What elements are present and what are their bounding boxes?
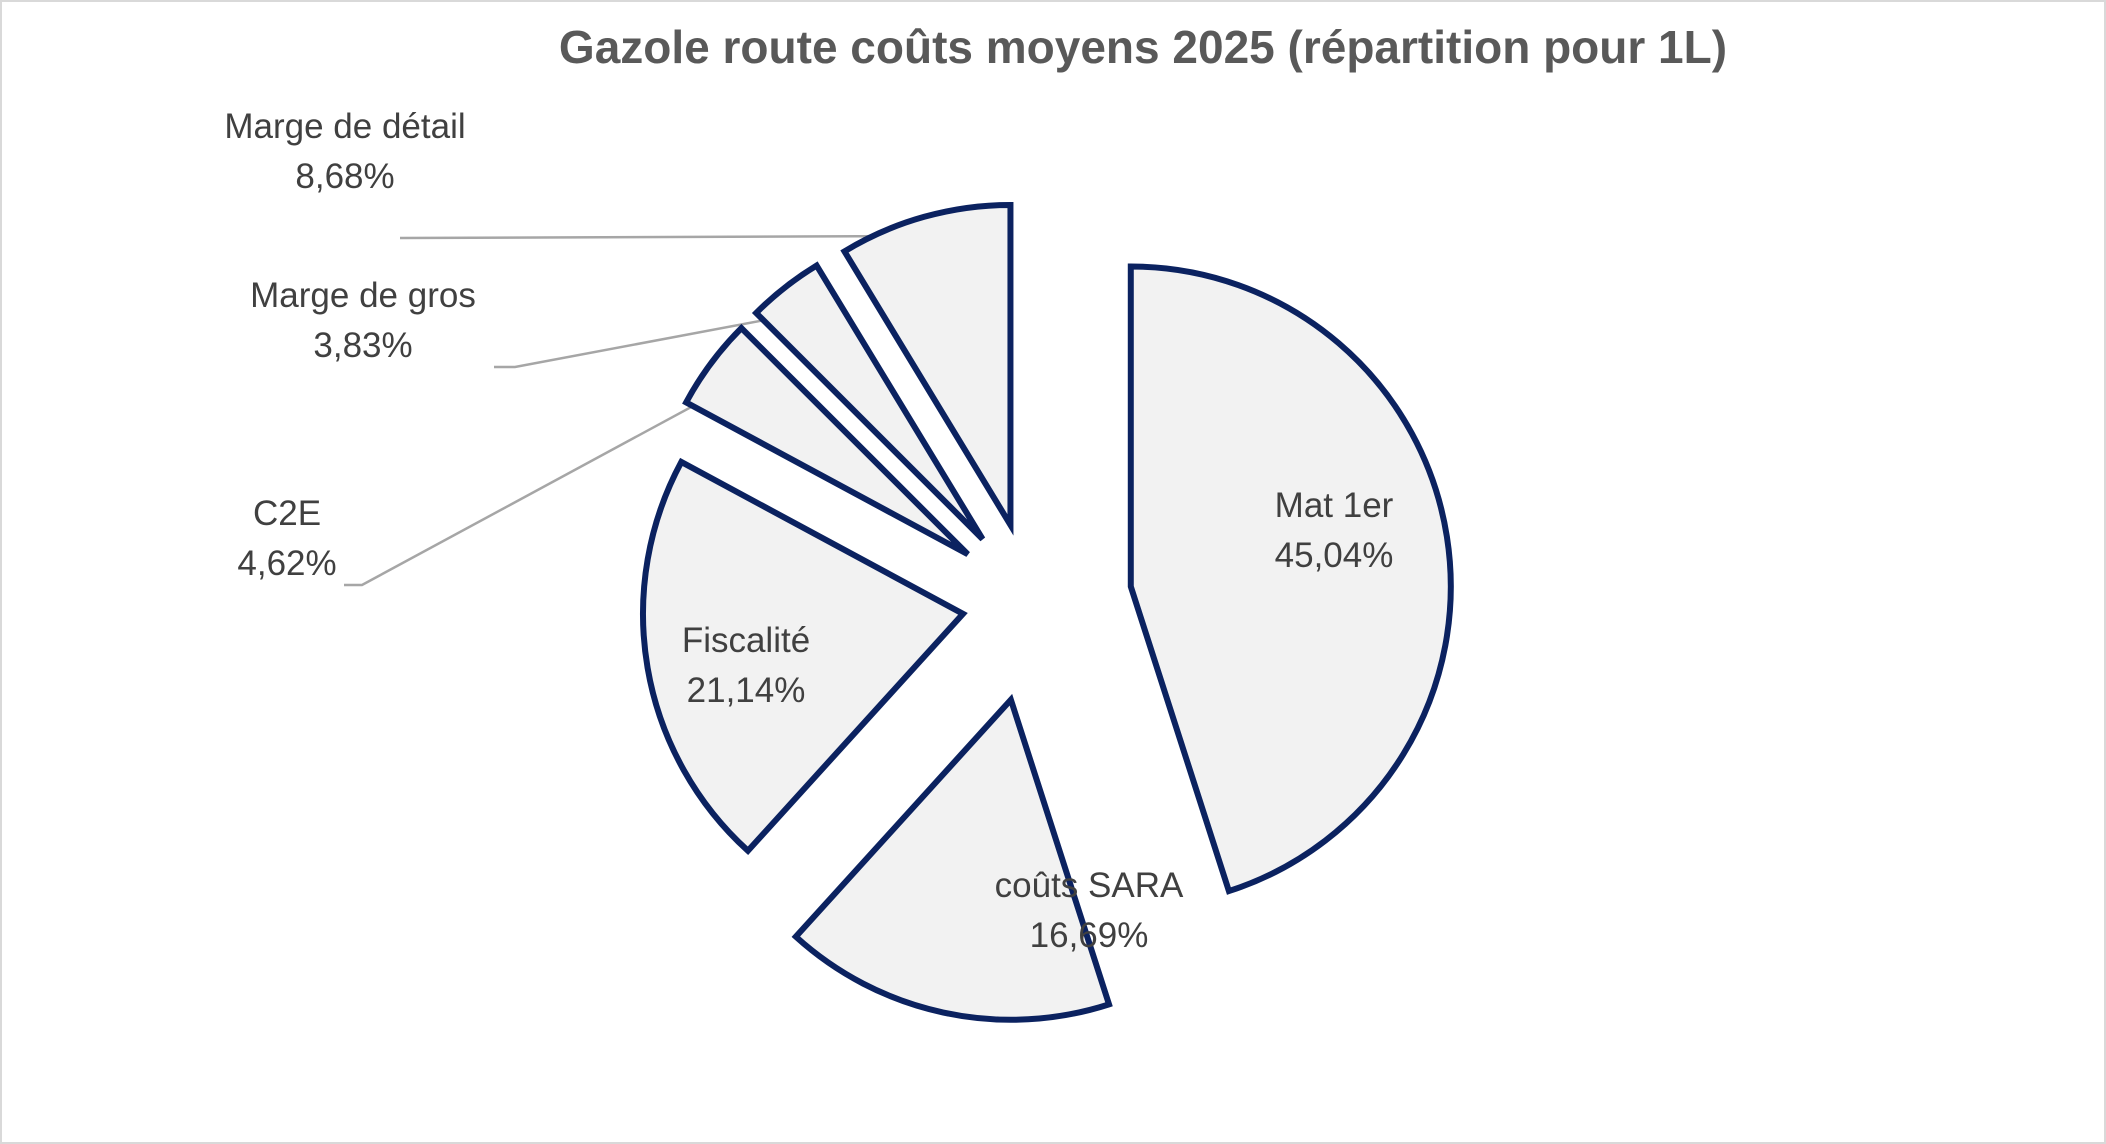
slice-label-marge-de-gros: Marge de gros [250, 276, 476, 315]
pie-slice-marge-de-d-tail [840, 201, 1014, 536]
slice-value-fiscalit-: 21,14% [687, 671, 806, 710]
slice-value-marge-de-gros: 3,83% [313, 326, 412, 365]
pie-slice-c2e [682, 323, 970, 557]
slice-label-fiscalit-: Fiscalité [682, 621, 810, 660]
slice-label-mat-1er: Mat 1er [1275, 486, 1394, 525]
leader-line-marge-de-gros [494, 311, 805, 369]
slice-value-mat-1er: 45,04% [1275, 536, 1394, 575]
leader-line-c2e [344, 381, 738, 587]
pie-slice-co-ts-sara [791, 693, 1113, 1023]
slice-value-c2e: 4,62% [237, 544, 336, 583]
pie-slice-marge-de-gros [751, 261, 986, 542]
slice-label-c2e: C2E [253, 494, 321, 533]
slice-label-co-ts-sara: coûts SARA [995, 866, 1184, 905]
pie-slice-mat-1er [1127, 263, 1454, 895]
leader-line-marge-de-d-tail [399, 234, 933, 240]
pie-slice-fiscalit- [640, 457, 968, 856]
chart-title: Gazole route coûts moyens 2025 (répartit… [558, 21, 1728, 73]
slice-value-co-ts-sara: 16,69% [1030, 916, 1149, 955]
slice-label-marge-de-d-tail: Marge de détail [224, 107, 465, 146]
slice-value-marge-de-d-tail: 8,68% [295, 157, 394, 196]
